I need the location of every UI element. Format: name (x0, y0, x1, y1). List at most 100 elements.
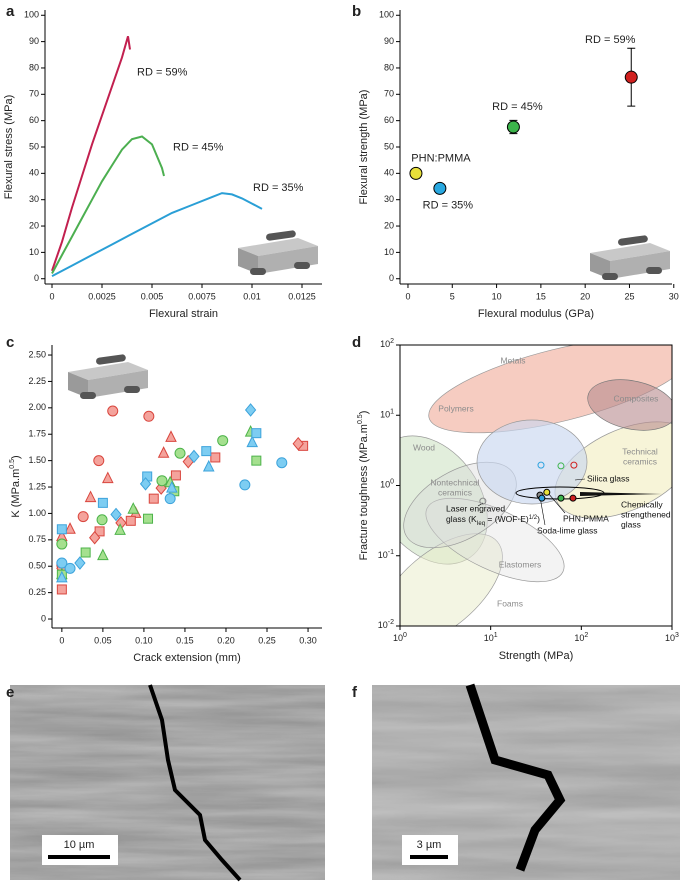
point (157, 446, 170, 458)
y-tick-label: 101 (380, 409, 394, 420)
bench-icon (68, 353, 148, 399)
sem-image: 3 µm f (352, 683, 680, 880)
x-tick-label: 25 (624, 291, 634, 301)
region-label: Technical (622, 446, 658, 456)
y-axis-label-part: K (MPa.m (10, 469, 22, 518)
data-line (51, 36, 131, 272)
y-axis-label-part: Fracture toughness (MPa.m (358, 424, 370, 560)
panel-letter: a (6, 3, 15, 20)
panel-letter: d (352, 334, 361, 351)
point (164, 493, 176, 505)
x-tick-label-part: 3 (675, 632, 679, 639)
y-tick-label: 30 (29, 194, 39, 204)
y-axis-label-part: 0.5 (357, 414, 364, 424)
point (538, 494, 546, 502)
point (570, 461, 578, 469)
panel-letter: f (352, 684, 358, 701)
y-tick-label: 2.50 (28, 349, 46, 359)
y-tick-label: 100 (379, 10, 394, 20)
y-tick-label: 2.25 (28, 376, 46, 386)
x-tick-label: 30 (669, 291, 679, 301)
y-tick-label: 50 (29, 141, 39, 151)
x-axis-label: Strength (MPa) (499, 650, 574, 662)
point (479, 497, 487, 505)
y-tick-label: 0.75 (28, 534, 46, 544)
scale-bar-label: 3 µm (417, 839, 442, 851)
y-tick-label: 0 (34, 273, 39, 283)
x-tick-label: 0.005 (141, 291, 164, 301)
point (624, 70, 638, 84)
material-label: glass (621, 519, 641, 529)
point (244, 403, 257, 417)
point (114, 523, 126, 535)
y-tick-label: 1.50 (28, 455, 46, 465)
point (80, 547, 91, 558)
point (201, 446, 212, 457)
region-label: ceramics (438, 487, 472, 497)
point (139, 477, 152, 491)
y-tick-label: 60 (384, 115, 394, 125)
point (94, 526, 105, 537)
y-tick-label: 102 (380, 338, 394, 349)
y-tick-label-part: 0 (390, 479, 394, 486)
y-axis-label: Fracture toughness (MPa.m0.5) (357, 411, 370, 561)
point (433, 181, 447, 195)
point (77, 511, 89, 523)
x-axis-label: Flexural strain (149, 308, 218, 320)
y-axis-label-part: 0.5 (9, 459, 16, 469)
point (217, 435, 229, 447)
x-axis-label: Flexural modulus (GPa) (478, 308, 594, 320)
point (84, 490, 97, 503)
x-tick-label: 15 (536, 291, 546, 301)
series-label: RD = 45% (173, 141, 224, 153)
point (56, 570, 68, 583)
point (210, 452, 221, 463)
point (64, 522, 76, 534)
y-axis-label-part: ) (10, 455, 22, 459)
point (101, 471, 114, 484)
material-label: glass (KIeq = (WOF·E)1/2) (446, 514, 540, 526)
x-tick-label: 0.05 (94, 635, 112, 645)
panel-letter: b (352, 3, 361, 20)
y-axis-label: Flexural strength (MPa) (358, 90, 370, 205)
x-tick-label-part: 2 (584, 632, 588, 639)
point-label: RD = 59% (585, 34, 636, 46)
point (89, 530, 101, 545)
point (56, 557, 68, 569)
y-tick-label-part: -2 (388, 619, 394, 626)
x-tick-label-part: 10 (484, 633, 494, 643)
x-tick-label: 0.15 (176, 635, 194, 645)
y-tick-label-part: 10 (380, 339, 390, 349)
x-tick-label: 20 (580, 291, 590, 301)
y-axis-label: Flexural stress (MPa) (3, 95, 15, 200)
y-tick-label: 20 (29, 220, 39, 230)
y-axis-label-part: ) (358, 411, 370, 415)
y-tick-label: 100 (380, 479, 394, 490)
x-tick-label: 0 (49, 291, 54, 301)
point (202, 459, 215, 472)
point (292, 436, 304, 451)
y-tick-label-part: 10 (378, 620, 388, 630)
y-tick-label: 1.25 (28, 481, 46, 491)
x-tick-label-part: 1 (494, 632, 498, 639)
y-tick-label: 20 (384, 220, 394, 230)
y-tick-label: 0 (389, 273, 394, 283)
y-tick-label: 30 (384, 194, 394, 204)
point (56, 538, 68, 550)
y-tick-label: 40 (384, 168, 394, 178)
y-tick-label: 80 (29, 62, 39, 72)
y-tick-label: 10 (384, 247, 394, 257)
point (174, 447, 186, 459)
panel-letter: e (6, 684, 14, 701)
region-label: Composites (614, 393, 659, 403)
point (543, 488, 551, 496)
point-label: PHN:PMMA (411, 152, 471, 164)
point (156, 475, 168, 487)
material-label: strengthened (621, 509, 671, 519)
point (557, 462, 565, 470)
point (166, 480, 178, 493)
y-tick-label-part: 10 (378, 550, 388, 560)
series-label: RD = 35% (253, 182, 304, 194)
bench-icon (590, 234, 670, 280)
